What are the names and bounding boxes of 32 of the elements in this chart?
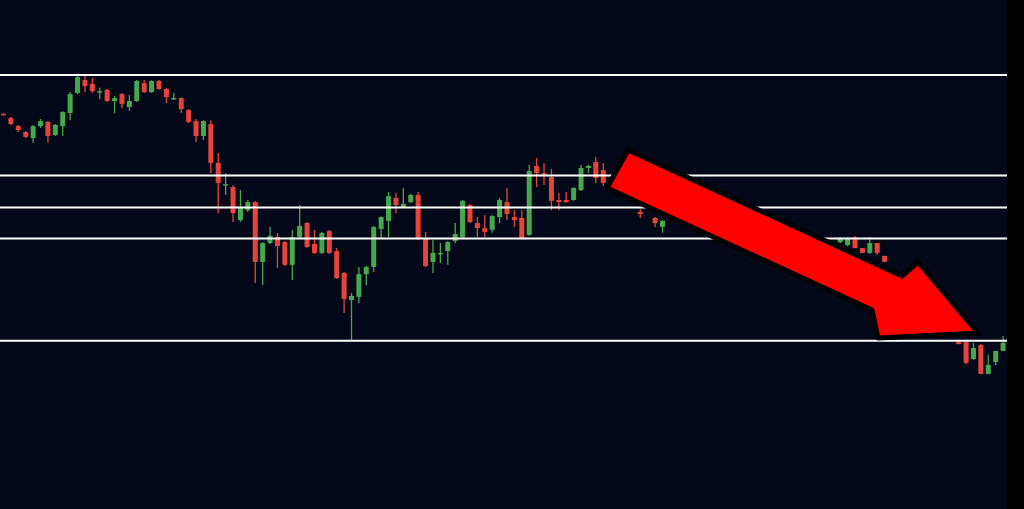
candlestick (311, 229, 317, 255)
candlestick (134, 79, 140, 103)
candlestick (430, 239, 436, 274)
candlestick (200, 119, 206, 141)
candlestick (326, 229, 332, 255)
candlestick (534, 157, 540, 188)
candlestick (260, 241, 266, 286)
candlestick (60, 110, 66, 137)
candlestick (378, 215, 384, 239)
candlestick (282, 240, 288, 267)
candlestick (548, 168, 554, 211)
candlestick (82, 75, 88, 93)
candlestick (319, 231, 325, 255)
candlestick (578, 164, 584, 192)
candlestick (304, 221, 310, 249)
candlestick (45, 120, 51, 144)
candlestick (363, 265, 369, 286)
candlestick (474, 216, 480, 238)
candlestick (75, 75, 81, 95)
candlestick (393, 192, 399, 214)
candlestick (215, 152, 221, 214)
candlestick (445, 240, 451, 266)
candlestick (519, 209, 525, 240)
candlestick (193, 118, 199, 143)
candlestick (297, 204, 303, 239)
candlestick (356, 266, 362, 304)
candlestick (349, 292, 355, 341)
candlestick (67, 91, 73, 121)
candlestick (963, 341, 969, 365)
candlestick (237, 189, 243, 223)
candlestick (482, 214, 488, 238)
candlestick (223, 172, 229, 196)
